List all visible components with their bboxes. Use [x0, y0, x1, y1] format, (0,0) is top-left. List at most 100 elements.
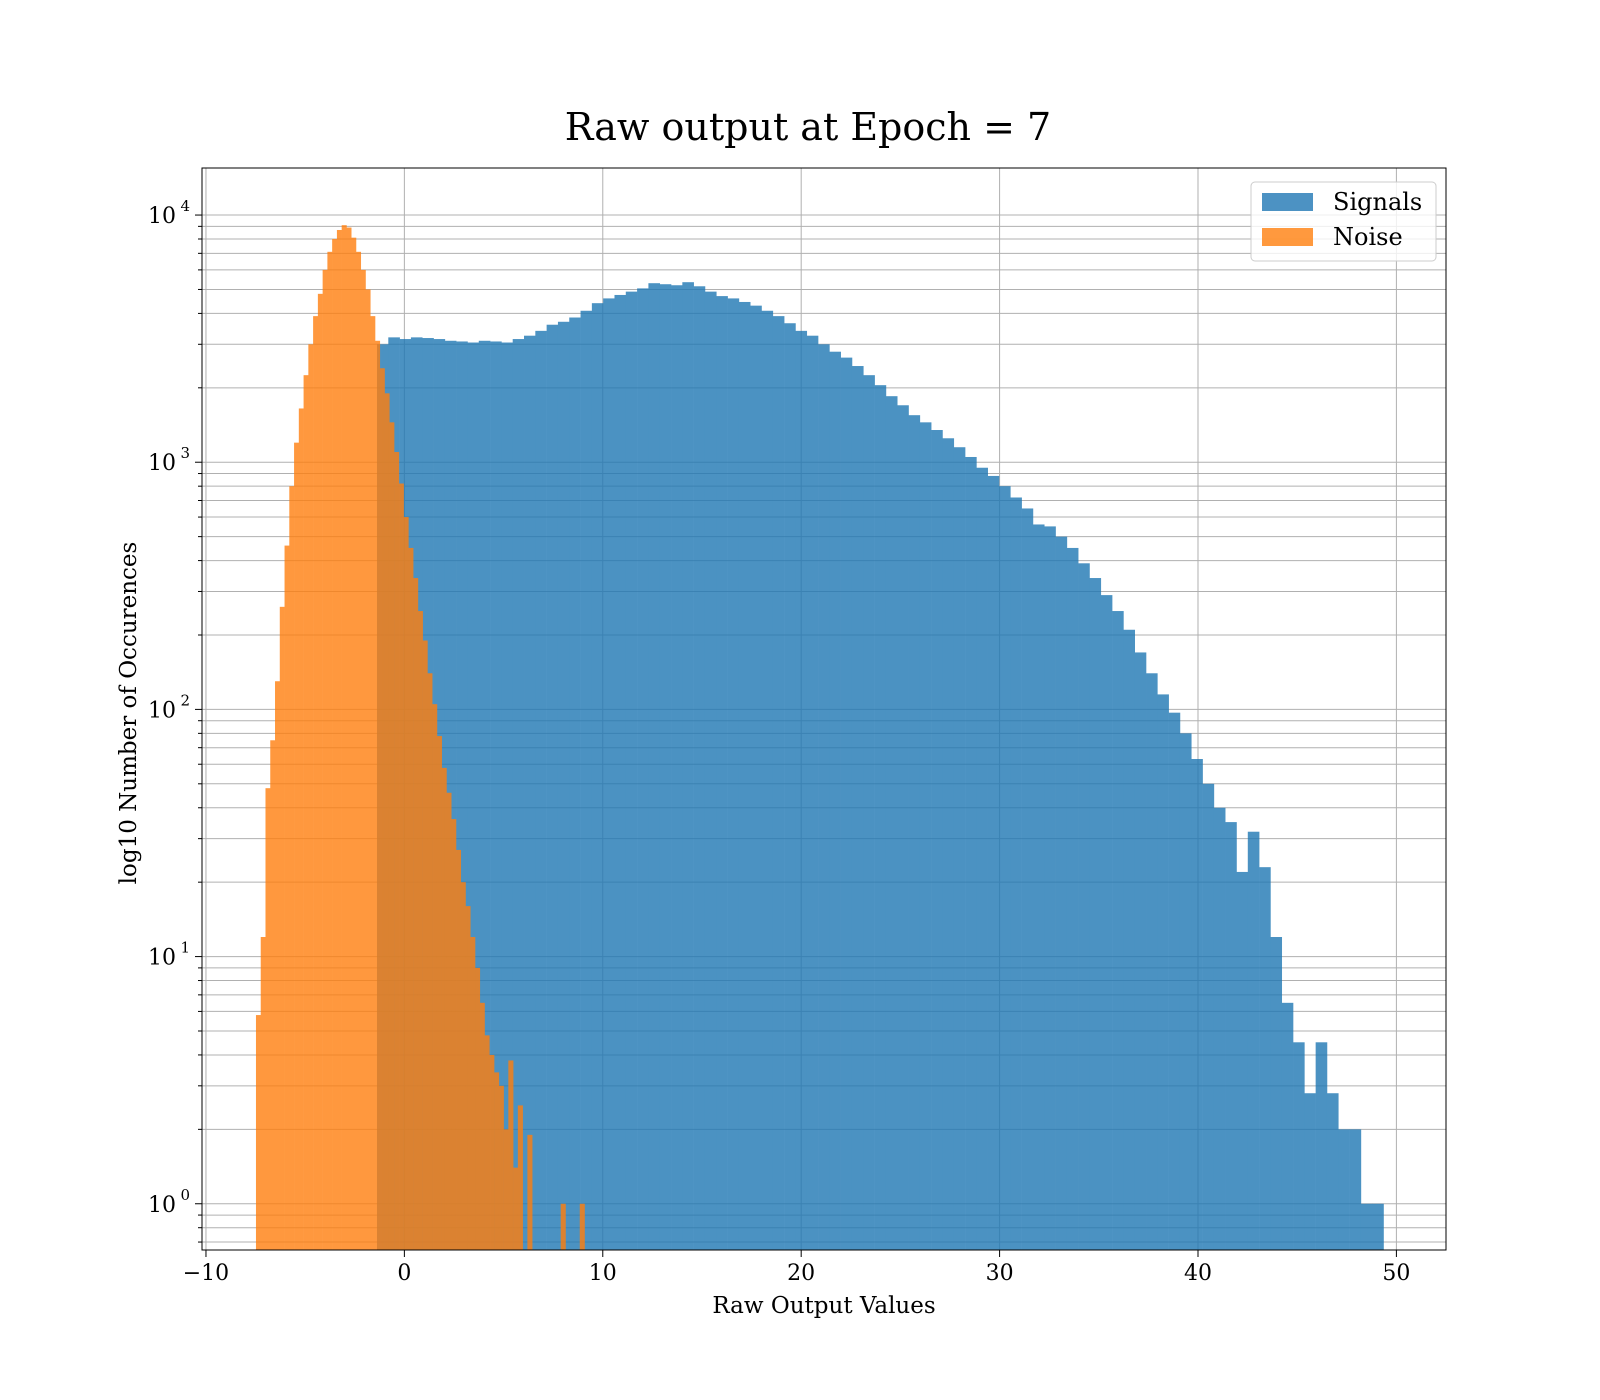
bar-signals — [535, 330, 547, 1250]
legend-swatch-signals — [1262, 193, 1313, 211]
bar-signals — [1326, 1093, 1339, 1250]
bar-noise — [398, 483, 404, 1250]
bar-signals — [1304, 1093, 1316, 1250]
bar-noise — [336, 229, 342, 1250]
y-tick-exponent: 0 — [180, 1186, 190, 1204]
bar-signals — [557, 321, 570, 1251]
bar-noise — [284, 545, 290, 1250]
bar-signals — [637, 288, 649, 1250]
bar-signals — [1100, 595, 1113, 1250]
legend: Signals Noise — [1250, 181, 1437, 262]
series-signals — [376, 282, 1384, 1251]
y-tick-label: 10 — [148, 451, 176, 476]
bar-signals — [727, 298, 740, 1250]
bar-signals — [1168, 712, 1181, 1250]
bar-noise — [441, 767, 447, 1250]
bar-noise — [513, 1167, 519, 1250]
bar-signals — [1270, 937, 1283, 1250]
bar-noise — [503, 1129, 509, 1250]
x-axis-ticks: −10 0 10 20 30 40 50 — [183, 1250, 1410, 1286]
bar-signals — [1338, 1129, 1350, 1250]
bar-noise — [579, 1203, 585, 1250]
bar-signals — [591, 303, 604, 1250]
y-tick-exponent: 3 — [180, 444, 190, 462]
bar-noise — [255, 1015, 262, 1250]
y-tick-label: 10 — [148, 1193, 176, 1218]
bar-noise — [455, 849, 462, 1250]
bar-signals — [1078, 563, 1090, 1250]
bar-signals — [976, 467, 988, 1250]
bar-noise — [494, 1072, 500, 1250]
bar-signals — [1112, 611, 1124, 1250]
bar-signals — [1202, 783, 1215, 1250]
bar-signals — [1044, 526, 1056, 1250]
bar-noise — [408, 547, 414, 1250]
bar-signals — [965, 456, 977, 1251]
bar-noise — [260, 937, 266, 1250]
bar-signals — [1179, 733, 1192, 1250]
bar-noise — [355, 251, 362, 1251]
bar-signals — [456, 341, 468, 1250]
bar-signals — [998, 486, 1011, 1251]
bar-signals — [806, 335, 819, 1250]
bar-signals — [569, 317, 581, 1250]
bar-noise — [484, 1035, 490, 1250]
y-tick-label: 10 — [148, 946, 176, 971]
bar-signals — [987, 475, 1000, 1250]
bar-signals — [931, 430, 943, 1250]
bar-signals — [625, 291, 638, 1251]
bars-layer — [255, 225, 1384, 1251]
bar-noise — [451, 819, 457, 1250]
bar-signals — [1021, 508, 1034, 1250]
y-tick-label: 10 — [148, 204, 176, 229]
bar-noise — [294, 442, 300, 1250]
bar-noise — [313, 316, 319, 1250]
bar-signals — [1225, 822, 1237, 1250]
y-tick-exponent: 1 — [180, 939, 190, 957]
bar-signals — [580, 310, 593, 1250]
bar-signals — [659, 284, 672, 1251]
bar-noise — [427, 673, 433, 1250]
bar-signals — [682, 282, 694, 1250]
bar-noise — [470, 937, 476, 1250]
y-tick-exponent: 2 — [180, 691, 190, 709]
x-tick-label: 20 — [787, 1261, 815, 1286]
bar-signals — [874, 385, 887, 1250]
bar-noise — [327, 251, 333, 1251]
bar-signals — [648, 283, 661, 1250]
bar-noise — [298, 408, 304, 1251]
bar-signals — [1349, 1129, 1362, 1250]
bar-noise — [360, 269, 366, 1250]
x-tick-label: 10 — [589, 1261, 617, 1286]
bar-noise — [465, 906, 471, 1250]
bar-signals — [1146, 673, 1158, 1250]
bar-signals — [840, 357, 853, 1251]
bar-signals — [1191, 758, 1203, 1250]
bar-signals — [671, 285, 683, 1250]
bar-signals — [1089, 578, 1102, 1250]
bar-noise — [498, 1085, 504, 1250]
legend-swatch-noise — [1262, 228, 1313, 246]
bar-noise — [322, 269, 328, 1250]
bar-noise — [370, 316, 376, 1250]
bar-noise — [422, 640, 428, 1250]
bar-noise — [446, 792, 452, 1250]
bar-signals — [818, 344, 830, 1250]
bar-noise — [394, 451, 400, 1250]
bar-signals — [512, 339, 525, 1251]
bar-noise — [265, 788, 271, 1250]
x-tick-label: 50 — [1382, 1261, 1410, 1286]
bar-signals — [908, 415, 921, 1251]
bar-noise — [508, 1060, 514, 1250]
bar-signals — [738, 301, 751, 1251]
bar-noise — [332, 238, 338, 1250]
bar-signals — [851, 366, 864, 1250]
bar-signals — [467, 342, 480, 1251]
bar-signals — [501, 342, 514, 1251]
bar-noise — [275, 681, 281, 1250]
bar-signals — [795, 330, 808, 1250]
bar-signals — [704, 291, 717, 1251]
x-tick-label: 0 — [397, 1261, 411, 1286]
bar-signals — [1123, 629, 1136, 1250]
